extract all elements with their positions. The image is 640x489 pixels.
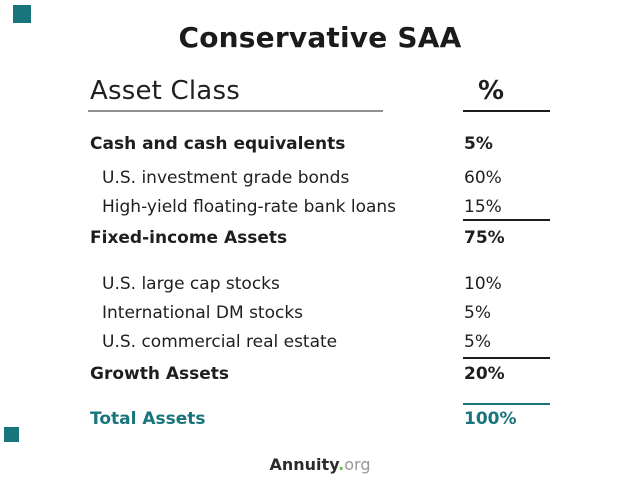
page-title: Conservative SAA bbox=[178, 21, 462, 54]
table-row-label: Total Assets bbox=[90, 409, 206, 429]
asset-class-header-rule bbox=[88, 110, 383, 112]
logo-tld-text: org bbox=[344, 455, 371, 474]
table-row-label: International DM stocks bbox=[102, 303, 304, 323]
table-row-label: Fixed-income Assets bbox=[90, 228, 288, 248]
table-row-label: U.S. investment grade bonds bbox=[102, 168, 350, 188]
growth-subtotal-rule bbox=[463, 357, 550, 359]
corner-accent-square-bottom bbox=[4, 427, 19, 442]
percent-header-rule bbox=[463, 110, 550, 112]
table-row-value: 20% bbox=[464, 364, 505, 384]
corner-accent-square-top bbox=[13, 5, 31, 23]
table-row-value: 5% bbox=[464, 303, 491, 323]
annuity-org-logo: Annuity.org bbox=[0, 455, 640, 474]
table-row-value: 100% bbox=[464, 409, 517, 429]
logo-brand-text: Annuity bbox=[269, 455, 339, 474]
table-row-value: 60% bbox=[464, 168, 502, 188]
logo-dot: . bbox=[338, 455, 345, 474]
table-row-label: U.S. commercial real estate bbox=[102, 332, 338, 352]
table-row-label: Cash and cash equivalents bbox=[90, 134, 346, 154]
column-header-percent: % bbox=[478, 76, 505, 106]
column-header-asset-class: Asset Class bbox=[90, 76, 240, 106]
table-row-value: 5% bbox=[464, 332, 491, 352]
table-row-value: 10% bbox=[464, 274, 502, 294]
total-rule bbox=[463, 403, 550, 405]
table-row-label: U.S. large cap stocks bbox=[102, 274, 280, 294]
table-row-label: Growth Assets bbox=[90, 364, 230, 384]
table-row-value: 75% bbox=[464, 228, 505, 248]
table-row-value: 15% bbox=[464, 197, 502, 217]
fixed-income-subtotal-rule bbox=[463, 219, 550, 221]
table-row-value: 5% bbox=[464, 134, 493, 154]
table-row-label: High-yield floating-rate bank loans bbox=[102, 197, 397, 217]
